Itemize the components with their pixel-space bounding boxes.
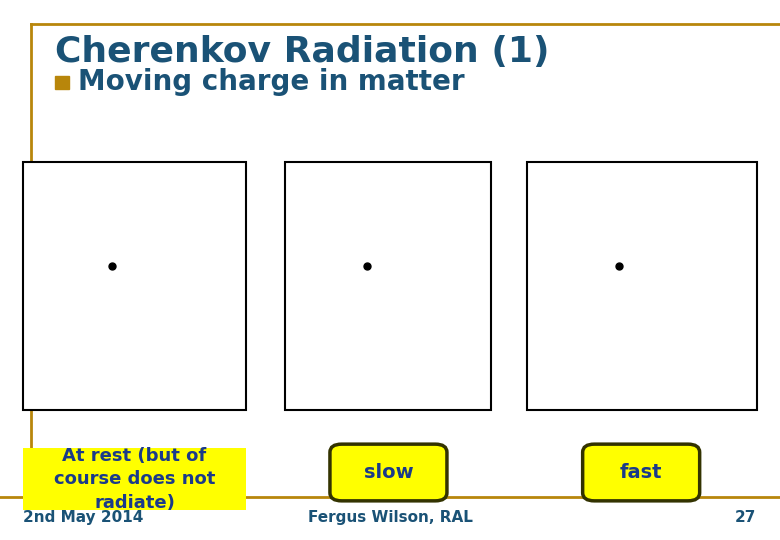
Text: Cherenkov Radiation (1): Cherenkov Radiation (1) xyxy=(55,35,549,69)
Text: 2nd May 2014: 2nd May 2014 xyxy=(23,510,144,525)
Text: Fergus Wilson, RAL: Fergus Wilson, RAL xyxy=(307,510,473,525)
FancyBboxPatch shape xyxy=(330,444,447,501)
Bar xyxy=(55,76,69,89)
Text: slow: slow xyxy=(363,463,413,482)
Bar xyxy=(285,162,491,410)
Bar xyxy=(23,448,246,510)
Text: Moving charge in matter: Moving charge in matter xyxy=(78,68,465,96)
Text: 27: 27 xyxy=(736,510,757,525)
Bar xyxy=(23,162,246,410)
Bar xyxy=(526,162,757,410)
Text: fast: fast xyxy=(620,463,662,482)
Text: At rest (but of
course does not
radiate): At rest (but of course does not radiate) xyxy=(54,447,215,512)
FancyBboxPatch shape xyxy=(583,444,700,501)
